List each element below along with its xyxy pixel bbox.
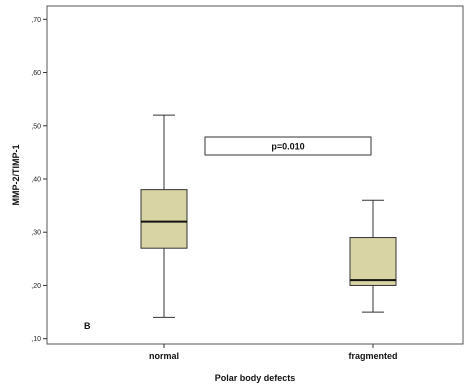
y-axis: ,10 ,20 ,30 ,40 ,50 ,60 ,70 bbox=[31, 17, 47, 343]
x-category-label: fragmented bbox=[348, 351, 397, 361]
y-axis-title: MMP-2/TIMP-1 bbox=[11, 144, 21, 205]
iqr-box bbox=[349, 237, 397, 286]
box-fragmented bbox=[349, 199, 397, 313]
p-value-box bbox=[204, 136, 372, 156]
y-tick-label: ,70 bbox=[31, 17, 41, 24]
y-tick-label: ,40 bbox=[31, 176, 41, 183]
y-tick-label: ,20 bbox=[31, 283, 41, 290]
panel-label: B bbox=[84, 321, 91, 331]
x-category-label: normal bbox=[149, 351, 179, 361]
boxes-group bbox=[140, 114, 397, 318]
x-axis-categories: normal fragmented bbox=[149, 344, 398, 361]
iqr-box bbox=[140, 189, 188, 249]
y-tick-label: ,50 bbox=[31, 123, 41, 130]
x-axis-title: Polar body defects bbox=[215, 373, 296, 383]
y-tick-label: ,60 bbox=[31, 70, 41, 77]
box-normal bbox=[140, 114, 188, 318]
y-tick-label: ,10 bbox=[31, 336, 41, 343]
plot-area bbox=[46, 5, 464, 345]
p-value-annotation: p=0.010 bbox=[271, 142, 304, 152]
y-tick-label: ,30 bbox=[31, 230, 41, 237]
